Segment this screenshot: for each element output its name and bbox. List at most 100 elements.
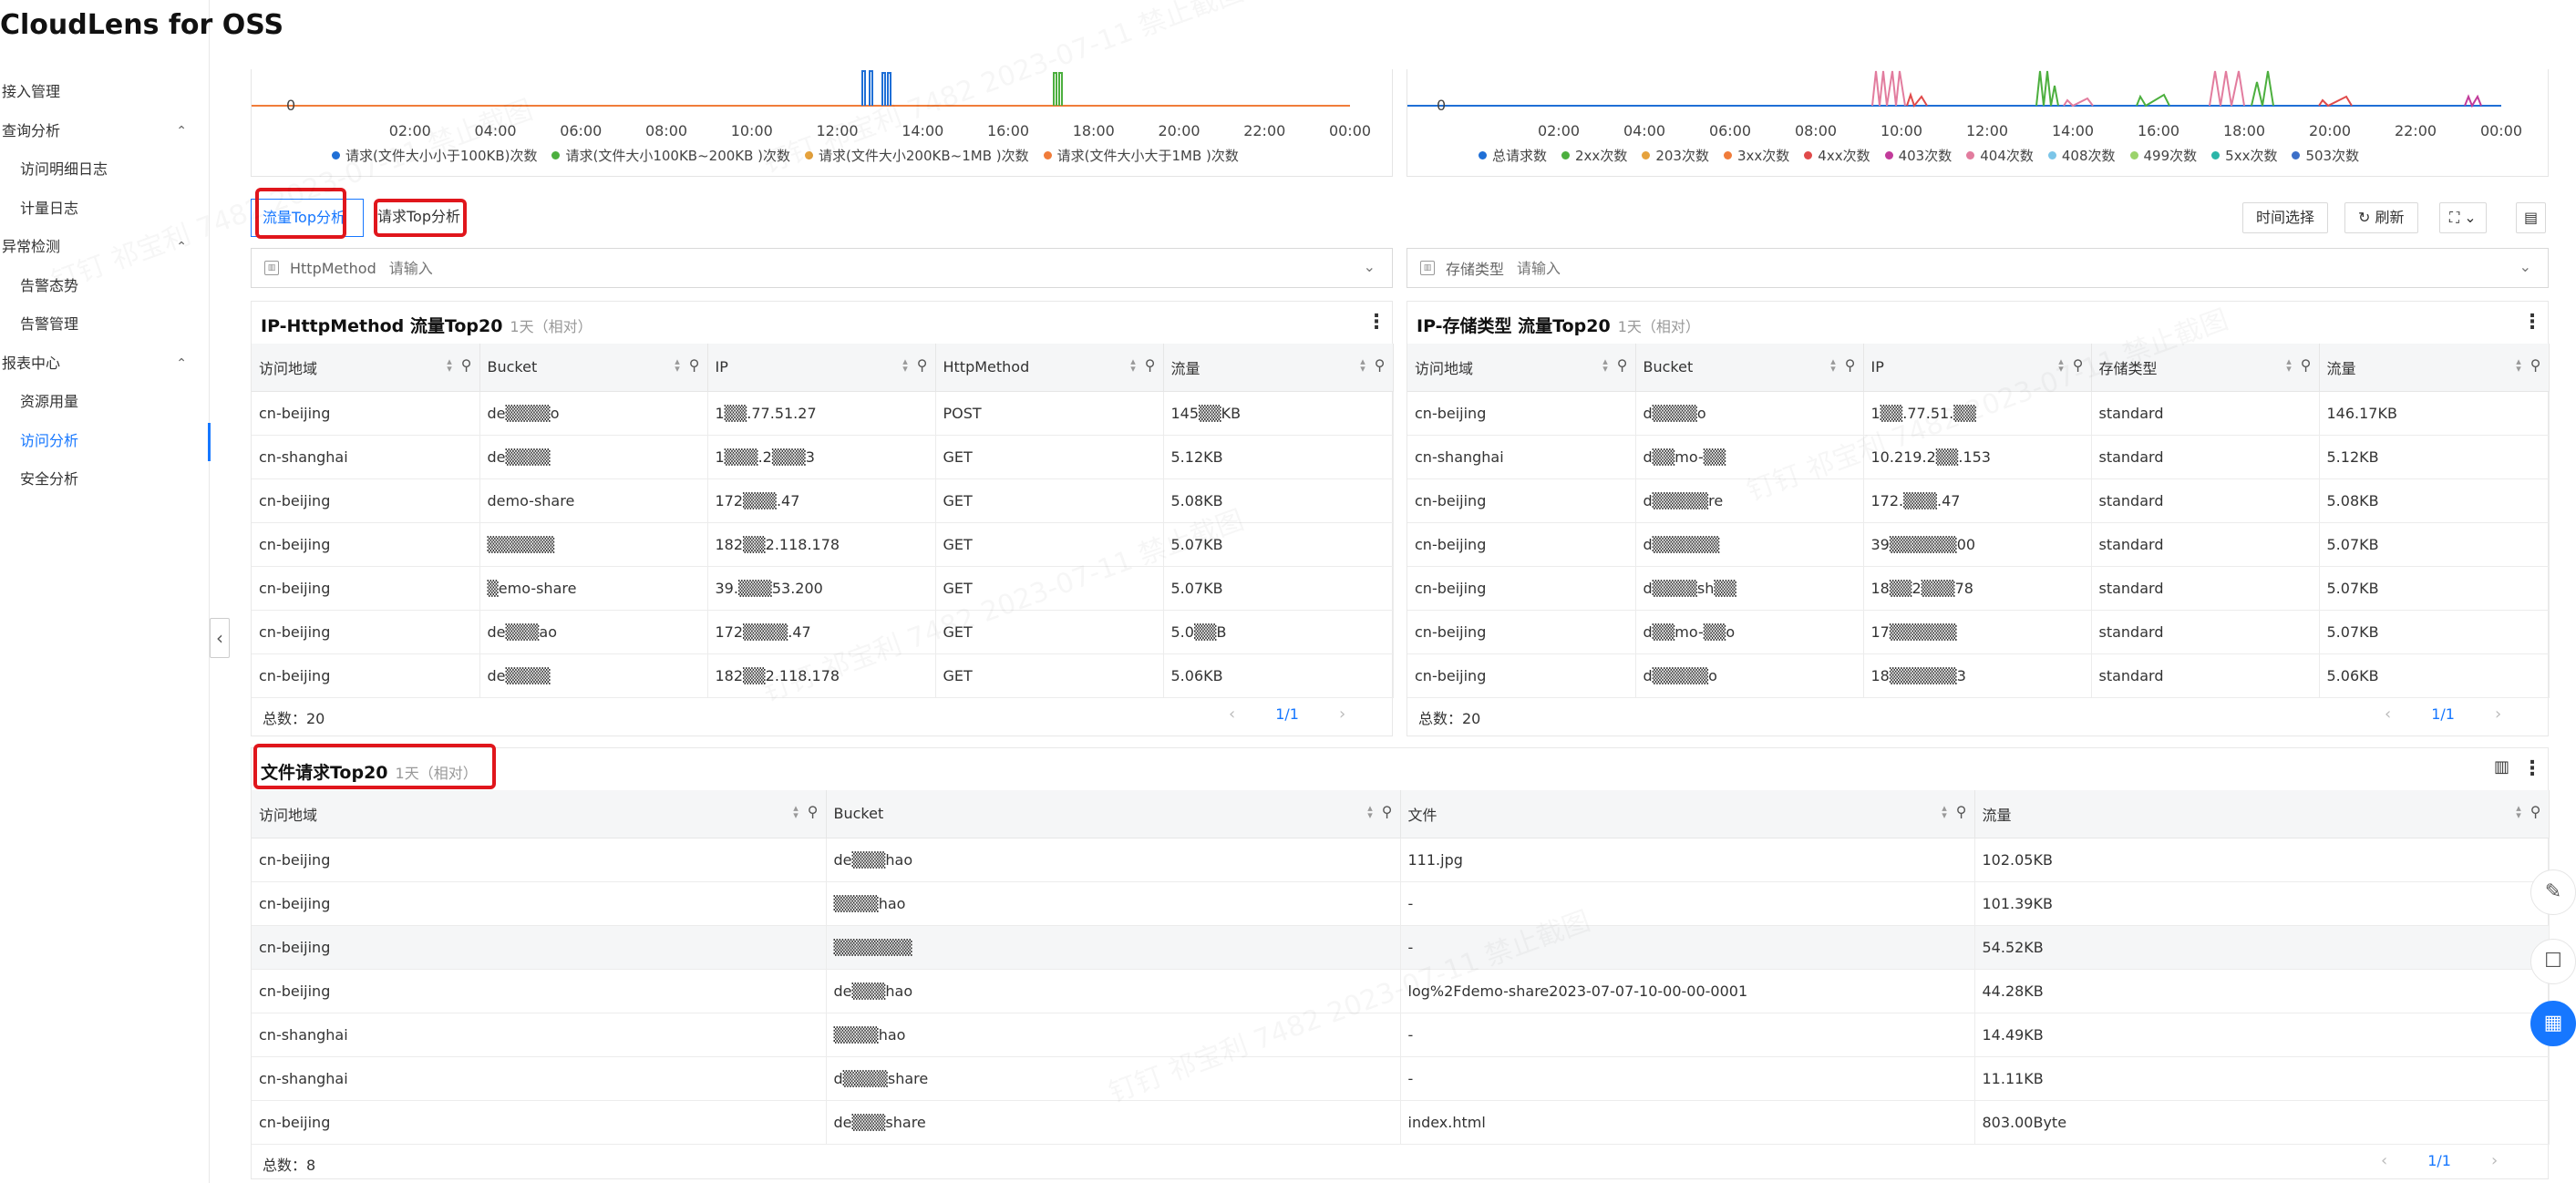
httpmethod-input[interactable]	[388, 259, 663, 277]
sidebar-item-1[interactable]: 查询分析 ⌃	[0, 116, 209, 147]
chart-right-legend[interactable]: 总请求数 2xx次数 203次数 3xx次数 4xx次数 403次数 404次数 408次数 4…	[1479, 146, 2359, 165]
more-icon[interactable]: ⋮	[2522, 757, 2542, 780]
column-header[interactable]: HttpMethod ▴ ▾ ⚲	[935, 344, 1164, 392]
table-row[interactable]: cn-beijing de▒▒▒▒o 1▒▒.77.51.27 POST 145▒▒KB	[252, 391, 1394, 436]
sidebar-collapse-button[interactable]: ‹	[210, 618, 230, 658]
sort-icon[interactable]: ▴ ▾	[2516, 355, 2521, 375]
table-row[interactable]: cn-beijing d▒▒▒▒▒o 18▒▒▒▒▒▒3 standard 5.06KB	[1407, 653, 2550, 698]
refresh-button[interactable]: ↻ 刷新	[2344, 202, 2418, 233]
sort-icon[interactable]: ▴ ▾	[1130, 355, 1136, 375]
comment-button[interactable]: ▤	[2516, 202, 2547, 233]
apps-float-button[interactable]: ▦	[2530, 1001, 2576, 1046]
column-header[interactable]: 文件 ▴ ▾ ⚲	[1400, 790, 1975, 838]
legend-item[interactable]: 请求(文件大小小于100KB)次数	[332, 146, 537, 165]
legend-item[interactable]: 503次数	[2292, 146, 2359, 165]
sort-icon[interactable]: ▴ ▾	[675, 355, 680, 375]
sort-icon[interactable]: ▴ ▾	[2516, 801, 2521, 821]
table-row[interactable]: cn-beijing d▒▒▒▒▒▒ 39▒▒▒▒▒▒00 standard 5.07K…	[1407, 522, 2550, 567]
column-header[interactable]: Bucket ▴ ▾ ⚲	[1635, 344, 1864, 392]
table-row[interactable]: cn-beijing de▒▒▒▒ 182▒▒2.118.178 GET 5.06KB	[252, 653, 1394, 698]
search-icon[interactable]: ⚲	[1616, 356, 1628, 374]
chevron-up-icon[interactable]: ⌃	[176, 355, 187, 371]
sort-icon[interactable]: ▴ ▾	[1602, 355, 1608, 375]
column-header[interactable]: 访问地域 ▴ ▾ ⚲	[252, 790, 827, 838]
column-header[interactable]: 存储类型 ▴ ▾ ⚲	[2091, 344, 2320, 392]
more-icon[interactable]: ⋮	[2522, 311, 2542, 334]
column-header[interactable]: 访问地域 ▴ ▾ ⚲	[1407, 344, 1636, 392]
pagination[interactable]: ‹ 1/1 ›	[1229, 705, 1345, 724]
search-icon[interactable]: ⚲	[916, 356, 928, 374]
search-icon[interactable]: ⚲	[1844, 356, 1856, 374]
search-icon[interactable]: ⚲	[460, 356, 472, 374]
prev-page-icon[interactable]: ‹	[2381, 1151, 2388, 1170]
pagination[interactable]: ‹ 1/1 ›	[2381, 1151, 2498, 1170]
sidebar-item-9[interactable]: 访问分析	[0, 426, 209, 457]
search-icon[interactable]: ⚲	[2530, 356, 2541, 374]
search-icon[interactable]: ⚲	[2072, 356, 2084, 374]
sidebar-item-8[interactable]: 资源用量	[0, 386, 209, 417]
legend-item[interactable]: 4xx次数	[1804, 146, 1870, 165]
fullscreen-dropdown[interactable]: ⛶ ⌄	[2439, 202, 2487, 233]
chevron-up-icon[interactable]: ⌃	[176, 240, 187, 254]
table-row[interactable]: cn-shanghai d▒▒▒▒share -11.11KB	[252, 1056, 2550, 1101]
column-header[interactable]: IP ▴ ▾ ⚲	[1863, 344, 2092, 392]
chart-left-legend[interactable]: 请求(文件大小小于100KB)次数 请求(文件大小100KB~200KB )次数 请…	[332, 146, 1239, 165]
sidebar-item-10[interactable]: 安全分析	[0, 464, 209, 495]
table-row[interactable]: cn-beijing ▒▒▒▒▒▒ 182▒▒2.118.178 GET 5.07KB	[252, 522, 1394, 567]
table-row[interactable]: cn-beijing de▒▒▒hao log%2Fdemo-share2023-0…	[252, 969, 2550, 1013]
edit-float-button[interactable]: ✎	[2530, 869, 2576, 915]
column-header[interactable]: IP ▴ ▾ ⚲	[707, 344, 936, 392]
table-row[interactable]: cn-shanghai ▒▒▒▒hao -14.49KB	[252, 1013, 2550, 1057]
sidebar-item-2[interactable]: 访问明细日志	[0, 154, 209, 185]
table-row[interactable]: cn-beijing d▒▒▒▒o 1▒▒.77.51.▒▒ standard 146.…	[1407, 391, 2550, 436]
sort-icon[interactable]: ▴ ▾	[2058, 355, 2064, 375]
sort-icon[interactable]: ▴ ▾	[793, 801, 799, 821]
legend-item[interactable]: 2xx次数	[1561, 146, 1627, 165]
sidebar-item-7[interactable]: 报表中心 ⌃	[0, 348, 209, 379]
legend-item[interactable]: 404次数	[1966, 146, 2034, 165]
chat-float-button[interactable]: ☐	[2530, 939, 2576, 984]
pagination[interactable]: ‹ 1/1 ›	[2385, 705, 2501, 724]
table-row[interactable]: cn-beijing de▒▒▒hao 111.jpg 102.05KB	[252, 838, 2550, 882]
sidebar-item-0[interactable]: 接入管理	[0, 77, 209, 108]
legend-item[interactable]: 403次数	[1884, 146, 1952, 165]
storage-type-filter[interactable]: ▥ 存储类型 ⌄	[1406, 248, 2549, 288]
column-header[interactable]: Bucket ▴ ▾ ⚲	[826, 790, 1401, 838]
table-row[interactable]: cn-beijing ▒▒▒▒hao -101.39KB	[252, 881, 2550, 926]
legend-item[interactable]: 203次数	[1642, 146, 1709, 165]
column-header[interactable]: 流量 ▴ ▾ ⚲	[1974, 790, 2550, 838]
column-header[interactable]: 流量 ▴ ▾ ⚲	[1163, 344, 1394, 392]
table-row[interactable]: cn-shanghai de▒▒▒▒ 1▒▒▒.2▒▒▒3 GET 5.12KB	[252, 435, 1394, 479]
prev-page-icon[interactable]: ‹	[2385, 705, 2392, 724]
sidebar-item-3[interactable]: 计量日志	[0, 193, 209, 224]
column-header[interactable]: 流量 ▴ ▾ ⚲	[2319, 344, 2550, 392]
table-row[interactable]: cn-beijing ▒▒▒▒▒▒▒ -54.52KB	[252, 925, 2550, 970]
sidebar-item-6[interactable]: 告警管理	[0, 309, 209, 340]
table-row[interactable]: cn-beijing d▒▒▒▒▒re 172.▒▒▒.47 standard 5.08…	[1407, 478, 2550, 523]
more-icon[interactable]: ⋮	[1366, 311, 1386, 334]
next-page-icon[interactable]: ›	[1338, 705, 1346, 724]
next-page-icon[interactable]: ›	[2494, 705, 2502, 724]
sort-icon[interactable]: ▴ ▾	[902, 355, 908, 375]
sort-icon[interactable]: ▴ ▾	[1367, 801, 1373, 821]
httpmethod-filter[interactable]: ▥ HttpMethod ⌄	[251, 248, 1393, 288]
sort-icon[interactable]: ▴ ▾	[447, 355, 452, 375]
search-icon[interactable]: ⚲	[1381, 803, 1393, 820]
search-icon[interactable]: ⚲	[688, 356, 700, 374]
table-row[interactable]: cn-beijing demo-share 172▒▒▒.47 GET 5.08KB	[252, 478, 1394, 523]
storage-type-input[interactable]	[1517, 259, 1791, 277]
table-row[interactable]: cn-beijing ▒emo-share 39.▒▒▒53.200 GET 5.07K…	[252, 566, 1394, 611]
legend-item[interactable]: 请求(文件大小大于1MB )次数	[1043, 146, 1239, 165]
next-page-icon[interactable]: ›	[2490, 1151, 2499, 1170]
legend-item[interactable]: 请求(文件大小100KB~200KB )次数	[551, 146, 790, 165]
prev-page-icon[interactable]: ‹	[1229, 705, 1236, 724]
legend-item[interactable]: 3xx次数	[1723, 146, 1789, 165]
legend-item[interactable]: 499次数	[2129, 146, 2197, 165]
sidebar-item-5[interactable]: 告警态势	[0, 271, 209, 302]
legend-item[interactable]: 总请求数	[1479, 146, 1547, 165]
sort-icon[interactable]: ▴ ▾	[1360, 355, 1365, 375]
search-icon[interactable]: ⚲	[807, 803, 819, 820]
table-row[interactable]: cn-beijing d▒▒mo-▒▒o 17▒▒▒▒▒▒ standard 5.07K…	[1407, 610, 2550, 654]
search-icon[interactable]: ⚲	[1144, 356, 1156, 374]
column-header[interactable]: 访问地域 ▴ ▾ ⚲	[252, 344, 480, 392]
